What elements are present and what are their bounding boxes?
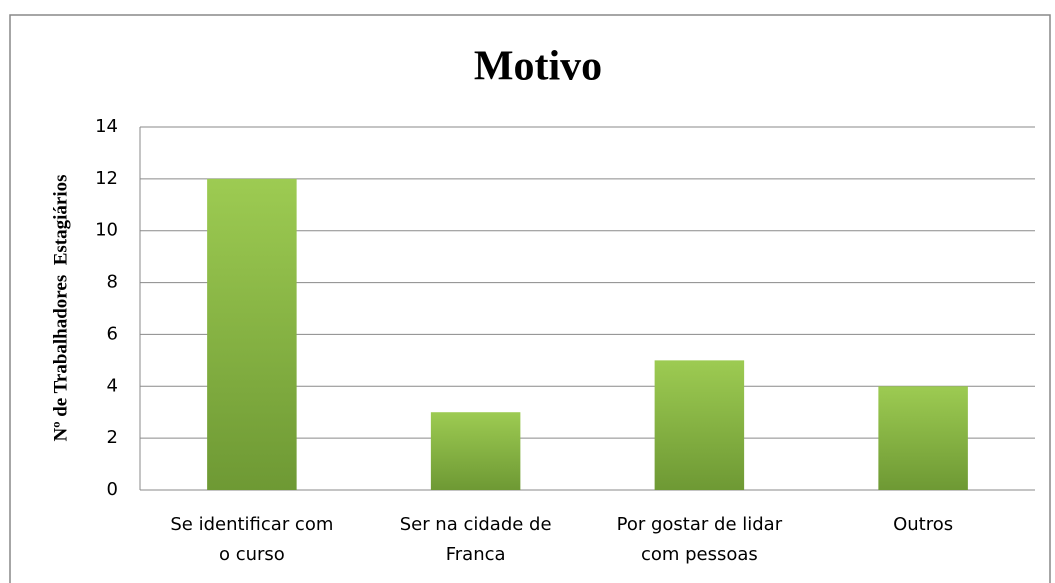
y-tick-label: 4: [107, 375, 118, 396]
y-tick-label: 10: [95, 220, 118, 241]
y-tick-label: 14: [95, 116, 118, 137]
bar: [654, 360, 745, 490]
y-tick-label: 6: [107, 323, 118, 344]
y-tick-label: 8: [107, 272, 118, 293]
y-axis-label: Nº de Trabalhadores Estagiários: [50, 174, 71, 441]
x-tick-label: Outros: [893, 514, 953, 535]
bar: [207, 178, 297, 490]
y-tick-label: 12: [95, 168, 118, 189]
x-tick-label: Ser na cidade de Franca: [400, 514, 552, 565]
y-tick-label: 2: [107, 427, 118, 448]
bar: [878, 386, 968, 490]
chart-title: Motivo: [474, 44, 602, 90]
x-tick-label: Por gostar de lidar com pessoas: [617, 514, 783, 565]
bar: [430, 412, 521, 490]
chart-frame: [9, 14, 1051, 583]
x-tick-label: Se identificar com o curso: [170, 514, 333, 565]
y-tick-label: 0: [107, 479, 118, 500]
